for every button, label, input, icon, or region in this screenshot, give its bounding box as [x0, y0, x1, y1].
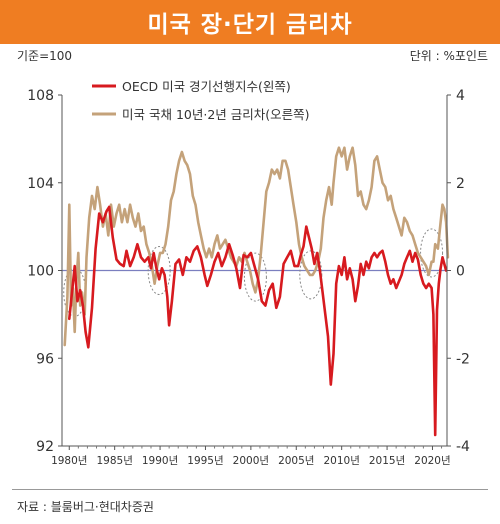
- x-tick-label: 1980년: [51, 455, 87, 467]
- right-tick-label: 0: [456, 264, 465, 280]
- series-layer: [63, 146, 450, 437]
- left-tick-label: 96: [36, 351, 54, 367]
- page-title: 미국 장·단기 금리차: [147, 12, 353, 38]
- series-line-spread: [63, 146, 450, 347]
- x-tick-label: 1990년: [142, 455, 178, 467]
- right-tick-label: -2: [456, 351, 470, 367]
- x-tick-label: 2010년: [323, 455, 359, 467]
- chart-area: 108 104 100 96 92 4 2 0 -2 -4 1980년 1985년 1990년 1995년…: [0, 62, 500, 482]
- legend-label-spread: 미국 국채 10년·2년 금리차(오른쪽): [122, 107, 310, 122]
- x-tick-label: 2020년: [414, 455, 450, 467]
- legend-label-oecd: OECD 미국 경기선행지수(왼쪽): [122, 79, 291, 94]
- left-tick-label: 100: [27, 264, 54, 280]
- right-tick-label: -4: [456, 439, 470, 455]
- x-tick-label: 1995년: [187, 455, 223, 467]
- x-tick-label: 2005년: [278, 455, 314, 467]
- source-note: 자료 : 블룸버그·현대차증권: [17, 500, 154, 514]
- legend: OECD 미국 경기선행지수(왼쪽) 미국 국채 10년·2년 금리차(오른쪽): [92, 79, 310, 122]
- left-tick-label: 92: [36, 439, 54, 455]
- x-tick-label: 1985년: [96, 455, 132, 467]
- right-tick-label: 4: [456, 88, 465, 104]
- left-tick-label: 108: [27, 88, 54, 104]
- chart-svg: 108 104 100 96 92 4 2 0 -2 -4 1980년 1985년 1990년 1995년…: [27, 79, 470, 467]
- left-axis-unit: 기준=100: [17, 49, 73, 63]
- right-axis-unit: 단위 : %포인트: [409, 49, 488, 63]
- highlight-ellipse: [243, 252, 267, 302]
- x-tick-label: 2015년: [369, 455, 405, 467]
- title-bar: 미국 장·단기 금리차: [0, 0, 500, 44]
- highlight-ellipse: [420, 228, 444, 278]
- series-line-oecd: [68, 205, 448, 437]
- grid-layer: [62, 228, 447, 317]
- axis-layer: 108 104 100 96 92 4 2 0 -2 -4 1980년 1985년 1990년 1995년…: [27, 88, 470, 467]
- x-tick-label: 2000년: [233, 455, 269, 467]
- highlight-ellipse: [147, 246, 171, 295]
- right-tick-label: 2: [456, 176, 465, 192]
- source-divider: [12, 489, 488, 490]
- left-tick-label: 104: [27, 176, 54, 192]
